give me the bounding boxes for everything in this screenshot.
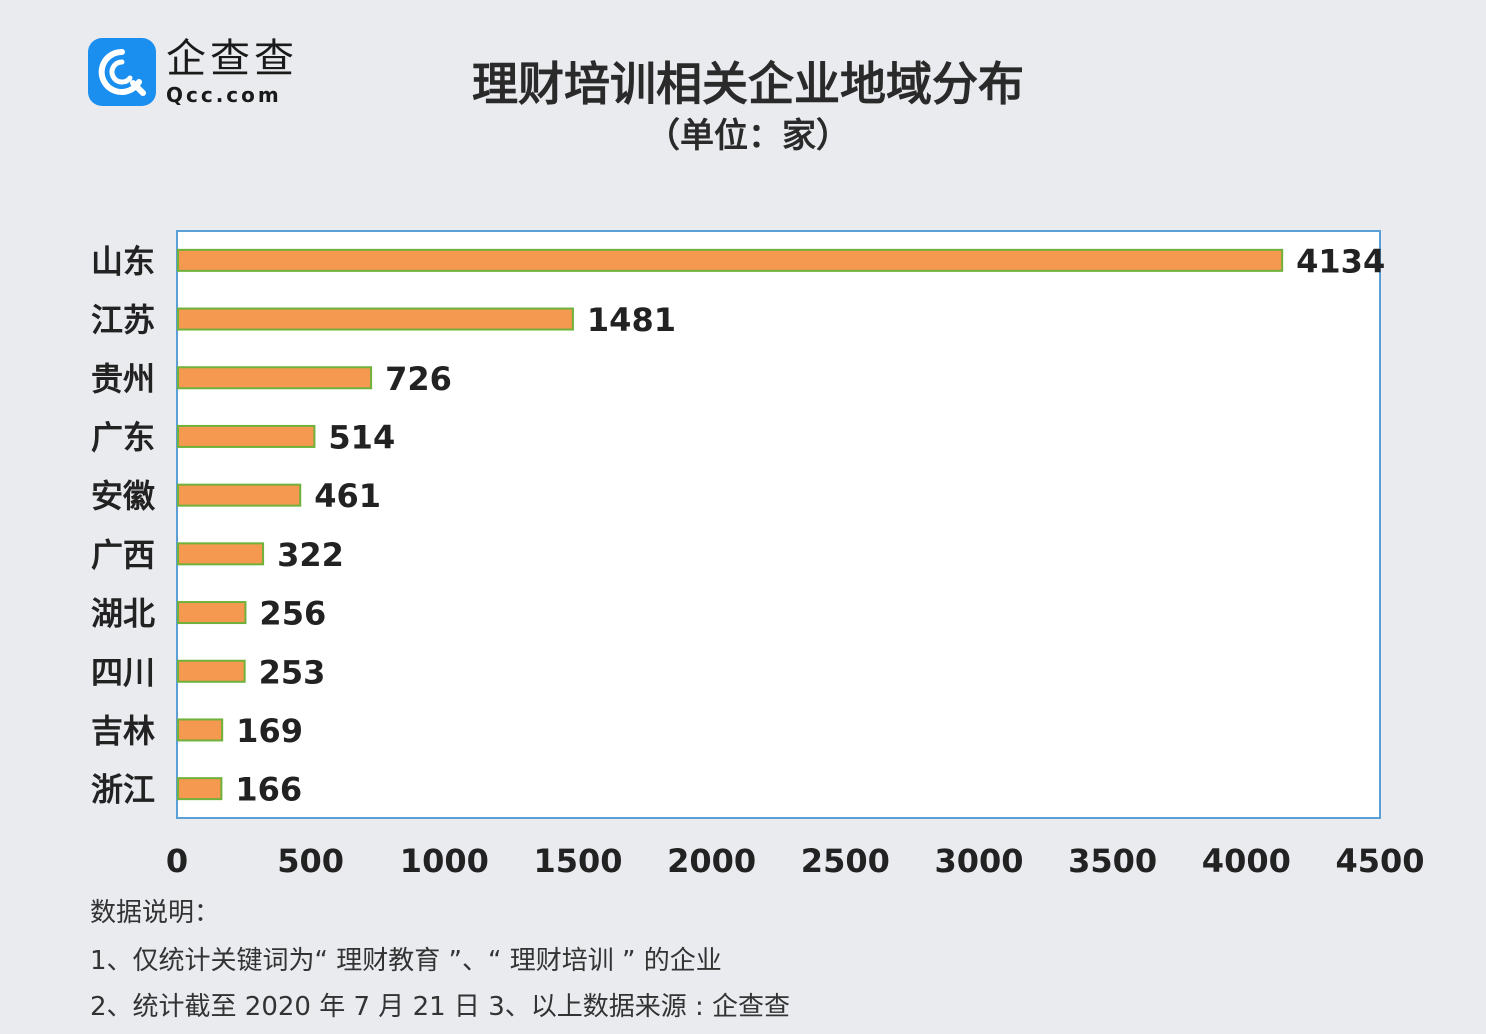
bar [177,718,224,742]
data-label: 166 [235,771,302,809]
bar [177,542,265,566]
x-tick-label: 3000 [934,842,1023,880]
logo-name: 企查查 [166,36,298,82]
data-label: 514 [328,418,395,456]
data-label: 253 [259,653,326,691]
x-tick-label: 4500 [1335,842,1424,880]
x-tick-label: 500 [277,842,344,880]
category-label: 四川 [91,653,155,691]
notes-line-1: 1、仅统计关键词为“ 理财教育 ”、“ 理财培训 ” 的企业 [90,946,722,976]
data-label: 4134 [1296,242,1385,280]
x-tick-label: 4000 [1202,842,1291,880]
category-label: 江苏 [91,301,155,339]
chart-title: 理财培训相关企业地域分布 [472,57,1024,111]
category-label: 山东 [91,242,155,280]
notes-heading: 数据说明： [90,898,221,928]
qcc-logo-icon [88,38,156,106]
x-tick-label: 1000 [400,842,489,880]
category-label: 广东 [91,418,155,456]
bar [177,424,316,448]
data-label: 256 [259,595,326,633]
bar [177,483,302,507]
x-tick-label: 0 [166,842,188,880]
data-label: 461 [314,477,381,515]
bar [177,659,246,683]
bar [177,601,247,625]
chart-subtitle: （单位：家） [646,116,850,156]
category-label: 安徽 [91,477,156,515]
x-tick-label: 2500 [801,842,890,880]
category-label: 浙江 [91,771,155,809]
bar [177,777,223,801]
data-label: 1481 [587,301,676,339]
bar [177,248,1284,272]
data-label: 322 [277,536,344,574]
bar [177,307,574,331]
category-label: 湖北 [91,595,155,633]
category-label: 吉林 [91,712,155,750]
category-label: 贵州 [91,360,155,398]
logo: 企查查 Qcc.com [88,38,298,106]
logo-domain: Qcc.com [166,83,282,107]
x-tick-label: 2000 [667,842,756,880]
x-tick-label: 3500 [1068,842,1157,880]
notes-line-2: 2、统计截至 2020 年 7 月 21 日 3、以上数据来源 : 企查查 [90,992,791,1022]
data-label: 726 [385,360,452,398]
x-tick-label: 1500 [533,842,622,880]
category-label: 广西 [91,536,155,574]
bar [177,366,373,390]
data-label: 169 [236,712,303,750]
